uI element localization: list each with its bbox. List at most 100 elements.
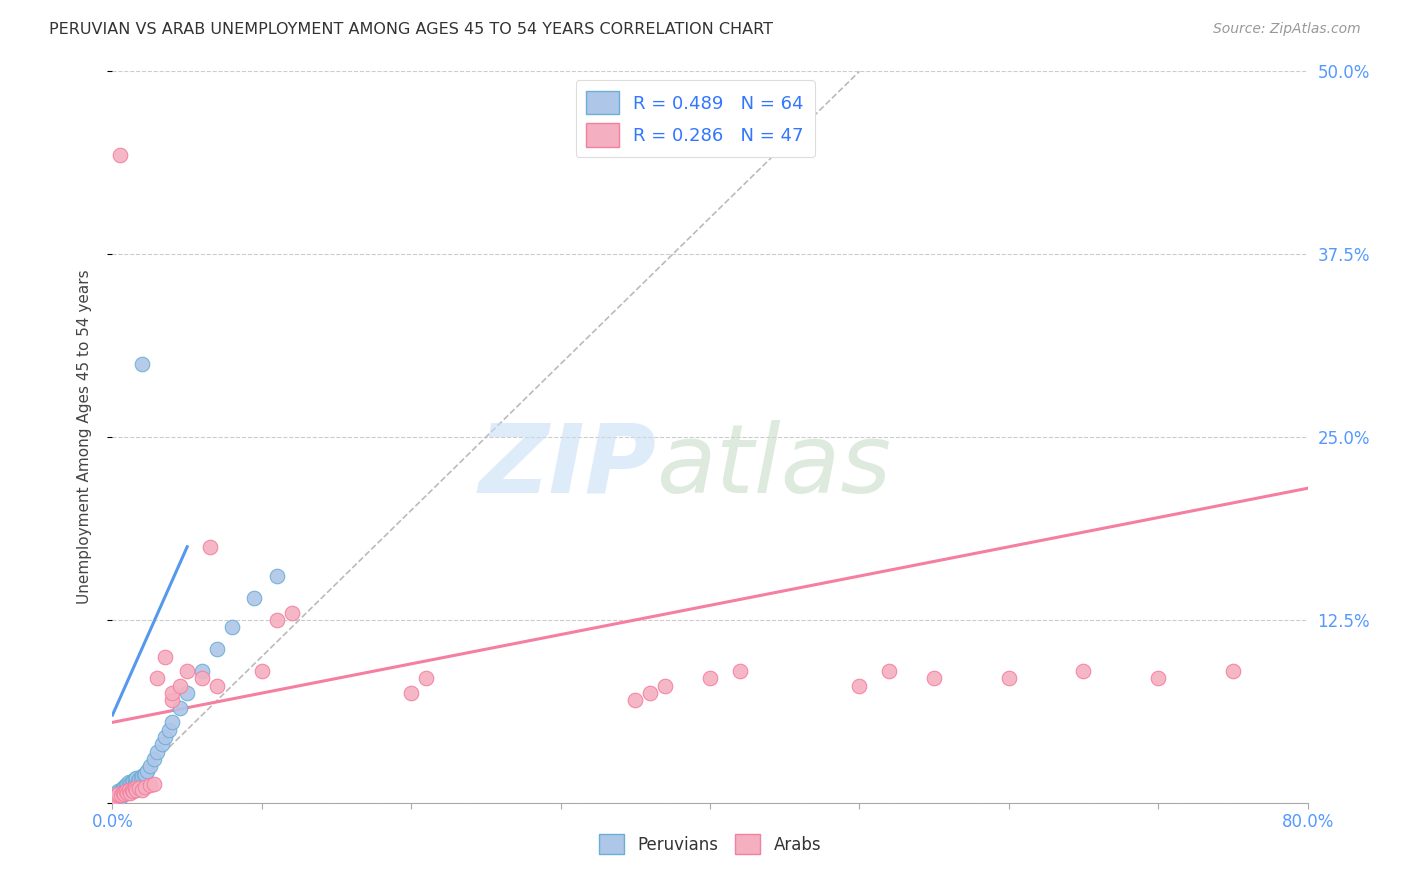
Point <box>114 787 135 801</box>
Point <box>243 591 266 605</box>
Point <box>108 786 131 800</box>
Point <box>640 686 662 700</box>
Point <box>122 784 145 798</box>
Point <box>922 672 945 686</box>
Point <box>848 679 870 693</box>
Point <box>153 649 176 664</box>
Point <box>127 773 149 788</box>
Point <box>111 781 134 796</box>
Point <box>121 780 143 794</box>
Point <box>281 606 304 620</box>
Text: PERUVIAN VS ARAB UNEMPLOYMENT AMONG AGES 45 TO 54 YEARS CORRELATION CHART: PERUVIAN VS ARAB UNEMPLOYMENT AMONG AGES… <box>49 22 773 37</box>
Point <box>162 686 183 700</box>
Point <box>135 764 157 778</box>
Point <box>110 782 132 797</box>
Point <box>120 777 142 791</box>
Point <box>879 664 901 678</box>
Point <box>105 786 128 800</box>
Point <box>108 147 131 161</box>
Point <box>128 781 150 796</box>
Point <box>205 679 228 693</box>
Point <box>101 791 124 805</box>
Point <box>250 664 273 678</box>
Point <box>114 782 135 797</box>
Point <box>105 789 128 803</box>
Point <box>728 664 751 678</box>
Point <box>118 775 141 789</box>
Point <box>124 777 146 791</box>
Point <box>146 672 169 686</box>
Point <box>108 789 131 803</box>
Point <box>111 787 134 801</box>
Point <box>128 772 150 787</box>
Point <box>998 672 1021 686</box>
Point <box>125 771 148 785</box>
Point <box>107 789 129 804</box>
Point <box>122 773 145 788</box>
Point <box>153 730 176 744</box>
Point <box>131 769 153 783</box>
Text: atlas: atlas <box>657 420 891 513</box>
Point <box>132 768 155 782</box>
Point <box>107 787 129 801</box>
Point <box>131 357 153 371</box>
Point <box>118 780 141 794</box>
Point <box>624 693 647 707</box>
Point <box>146 745 169 759</box>
Point <box>110 789 132 803</box>
Text: ZIP: ZIP <box>478 420 657 513</box>
Point <box>107 787 129 801</box>
Point <box>143 752 166 766</box>
Point <box>120 781 142 796</box>
Point <box>117 784 139 798</box>
Point <box>401 686 423 700</box>
Point <box>111 784 134 798</box>
Point <box>266 569 288 583</box>
Point <box>107 784 129 798</box>
Y-axis label: Unemployment Among Ages 45 to 54 years: Unemployment Among Ages 45 to 54 years <box>77 269 91 605</box>
Point <box>139 778 162 792</box>
Point <box>101 791 124 805</box>
Point <box>1222 664 1244 678</box>
Point <box>131 782 153 797</box>
Point <box>221 620 243 634</box>
Point <box>121 782 143 797</box>
Point <box>122 778 145 792</box>
Point <box>129 771 152 785</box>
Point <box>117 777 139 791</box>
Point <box>169 700 191 714</box>
Point <box>104 789 127 804</box>
Point <box>125 782 148 797</box>
Point <box>115 784 138 798</box>
Point <box>117 786 139 800</box>
Point <box>191 672 214 686</box>
Point <box>699 672 721 686</box>
Point <box>103 789 125 804</box>
Point <box>114 780 135 794</box>
Point <box>111 786 134 800</box>
Point <box>115 786 138 800</box>
Point <box>198 540 221 554</box>
Point <box>124 772 146 787</box>
Point <box>117 781 139 796</box>
Point <box>114 786 135 800</box>
Point <box>108 791 131 805</box>
Point <box>118 782 141 797</box>
Point <box>110 789 132 803</box>
Point <box>105 789 128 803</box>
Point <box>125 775 148 789</box>
Point <box>191 664 214 678</box>
Point <box>162 715 183 730</box>
Point <box>143 777 166 791</box>
Point <box>110 786 132 800</box>
Point <box>134 780 156 794</box>
Point <box>162 693 183 707</box>
Point <box>103 789 125 803</box>
Point <box>157 723 180 737</box>
Point <box>176 686 198 700</box>
Point <box>150 737 173 751</box>
Point <box>134 766 156 780</box>
Point <box>104 787 127 801</box>
Point <box>139 759 162 773</box>
Point <box>115 782 138 797</box>
